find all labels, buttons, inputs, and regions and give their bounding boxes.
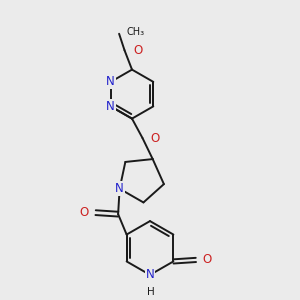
Text: O: O: [80, 206, 89, 219]
Text: N: N: [115, 182, 124, 195]
Text: N: N: [146, 268, 154, 281]
Text: CH₃: CH₃: [127, 27, 145, 37]
Text: O: O: [133, 44, 142, 57]
Text: H: H: [147, 287, 155, 297]
Text: O: O: [150, 131, 159, 145]
Text: N: N: [106, 100, 115, 113]
Text: N: N: [106, 75, 115, 88]
Text: O: O: [202, 254, 212, 266]
